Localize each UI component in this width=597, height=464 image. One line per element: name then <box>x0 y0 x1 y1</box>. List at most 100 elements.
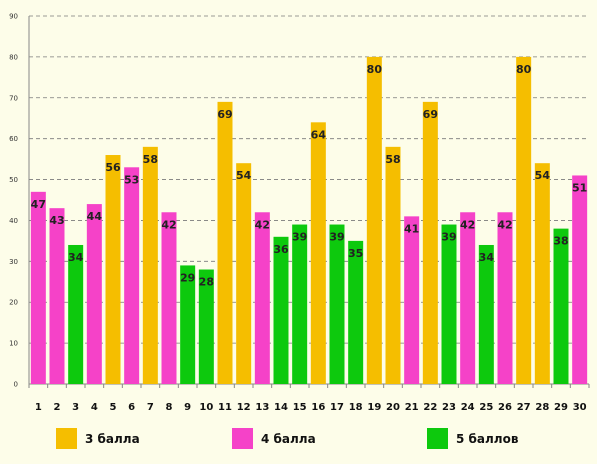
legend-label: 4 балла <box>261 432 316 446</box>
x-tick-label: 24 <box>461 402 475 413</box>
x-tick-label: 2 <box>54 402 61 413</box>
x-tick-label: 7 <box>147 402 154 413</box>
y-tick-label: 0 <box>14 381 18 389</box>
x-tick-label: 28 <box>535 402 549 413</box>
bar-value-label: 69 <box>217 108 232 121</box>
x-tick-label: 6 <box>128 402 135 413</box>
y-tick-label: 70 <box>9 94 18 102</box>
bar-value-label: 58 <box>143 153 158 166</box>
x-tick-label: 1 <box>35 402 42 413</box>
bar <box>180 265 196 384</box>
y-tick-label: 30 <box>9 258 18 266</box>
bar <box>460 212 476 384</box>
bar-value-label: 39 <box>329 231 344 244</box>
x-tick-label: 17 <box>330 402 344 413</box>
bar <box>273 236 289 384</box>
bar-value-label: 43 <box>49 214 64 227</box>
bar <box>105 155 121 384</box>
x-tick-label: 20 <box>386 402 400 413</box>
bar <box>142 146 158 384</box>
y-tick-label: 20 <box>9 299 18 307</box>
bar <box>534 163 550 384</box>
bar-value-label: 58 <box>385 153 400 166</box>
bar-value-label: 53 <box>124 173 139 186</box>
bar <box>553 228 569 384</box>
y-tick-labels: 0 10 20 30 40 50 60 70 80 90 <box>9 13 18 389</box>
legend-item: 5 баллов <box>427 428 519 449</box>
legend-label: 3 балла <box>85 432 140 446</box>
bar <box>49 208 65 384</box>
gridlines <box>29 15 589 344</box>
bar <box>572 175 588 384</box>
x-tick-label: 29 <box>554 402 568 413</box>
x-tick-label: 12 <box>237 402 251 413</box>
bar-value-label: 36 <box>273 243 289 256</box>
bar <box>124 167 140 384</box>
x-tick-label: 21 <box>405 402 419 413</box>
bar <box>86 204 102 384</box>
bar <box>30 191 46 384</box>
legend-label: 5 баллов <box>456 432 519 446</box>
x-tick-label: 4 <box>91 402 98 413</box>
bar <box>497 212 513 384</box>
bar-value-label: 54 <box>236 169 252 182</box>
x-tick-label: 15 <box>293 402 307 413</box>
x-tick-label: 23 <box>442 402 456 413</box>
bar-value-label: 35 <box>348 247 363 260</box>
x-tick-labels: 1 2 3 4 5 6 7 8 9 10 11 12 13 14 15 16 17 18 19 20 21 22 23 24 2… <box>35 402 587 413</box>
bar-value-label: 64 <box>311 128 327 141</box>
bar-value-label: 44 <box>87 210 103 223</box>
legend-swatch <box>427 428 448 449</box>
bar <box>422 101 438 384</box>
bars <box>30 56 588 385</box>
bar <box>385 146 401 384</box>
bar <box>478 244 494 384</box>
legend-swatch <box>56 428 77 449</box>
bar <box>441 224 457 384</box>
bar <box>366 56 382 385</box>
bar-value-label: 29 <box>180 271 195 284</box>
bar-value-label: 42 <box>255 218 270 231</box>
x-tick-label: 8 <box>166 402 173 413</box>
x-tick-label: 27 <box>517 402 531 413</box>
bar-value-label: 56 <box>105 161 121 174</box>
bar <box>310 122 326 385</box>
x-tick-label: 26 <box>498 402 512 413</box>
x-tick-label: 16 <box>311 402 325 413</box>
bar <box>404 216 420 384</box>
y-tick-label: 80 <box>9 53 18 61</box>
bar-value-label: 54 <box>535 169 551 182</box>
x-tick-label: 30 <box>573 402 587 413</box>
bar-value-label: 41 <box>404 222 419 235</box>
y-tick-label: 40 <box>9 217 18 225</box>
bar-value-label: 28 <box>199 276 214 289</box>
bar-value-label: 47 <box>31 198 46 211</box>
x-tick-label: 10 <box>199 402 213 413</box>
bar <box>292 224 308 384</box>
legend-swatch <box>232 428 253 449</box>
bar-value-label: 80 <box>367 63 383 76</box>
bar <box>329 224 345 384</box>
x-tick-label: 11 <box>218 402 232 413</box>
bar <box>516 56 532 385</box>
bar-value-label: 51 <box>572 181 587 194</box>
x-tick-label: 3 <box>72 402 79 413</box>
axes <box>28 16 590 388</box>
bar-value-label: 42 <box>161 218 176 231</box>
bar-value-label: 39 <box>292 231 307 244</box>
x-tick-label: 18 <box>349 402 363 413</box>
bar-value-label: 34 <box>479 251 495 264</box>
bar <box>236 163 252 384</box>
x-tick-label: 14 <box>274 402 288 413</box>
y-tick-label: 50 <box>9 176 18 184</box>
legend-item: 4 балла <box>232 428 316 449</box>
y-tick-label: 60 <box>9 135 18 143</box>
bar <box>254 212 270 384</box>
x-tick-label: 22 <box>423 402 437 413</box>
bar-value-label: 38 <box>553 235 568 248</box>
bar-value-label: 42 <box>497 218 512 231</box>
legend-item: 3 балла <box>56 428 140 449</box>
x-tick-label: 5 <box>110 402 117 413</box>
